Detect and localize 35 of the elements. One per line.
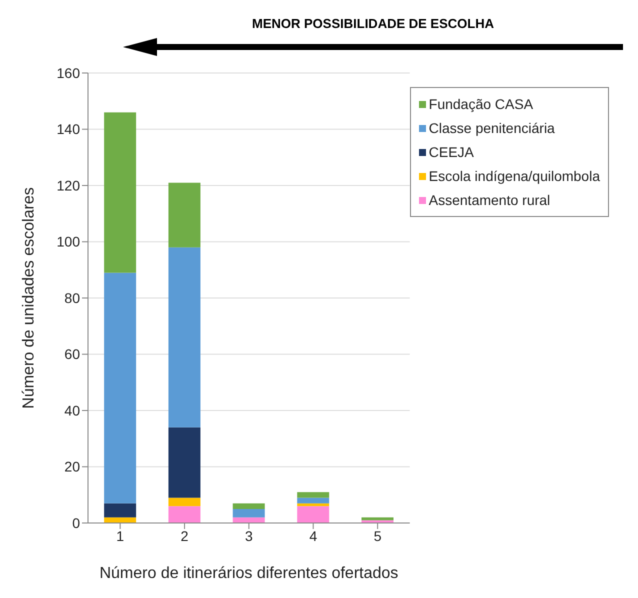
bar: [168, 247, 200, 428]
x-tick-label: 3: [244, 528, 253, 544]
legend-label: Escola indígena/quilombola: [428, 167, 600, 186]
y-tick-label: 80: [64, 290, 80, 306]
bar: [168, 506, 200, 523]
y-tick-label: 100: [56, 234, 80, 250]
legend-label: CEEJA: [428, 143, 475, 162]
legend-label: Assentamento rural: [428, 191, 552, 210]
y-tick-label: 40: [64, 402, 80, 418]
x-axis-title: Número de itinerários diferentes ofertados: [99, 565, 398, 582]
bar: [168, 182, 200, 248]
x-tick-label: 5: [374, 528, 382, 544]
bar: [297, 498, 330, 504]
bar: [104, 272, 136, 504]
y-tick-label: 20: [64, 458, 80, 475]
x-tick-label: 2: [180, 528, 189, 544]
bar: [104, 112, 136, 273]
bar: [297, 492, 330, 498]
bar: [104, 503, 136, 518]
y-tick-label: 0: [72, 514, 80, 531]
y-tick-label: 160: [56, 64, 80, 81]
x-tick-label: 1: [116, 528, 124, 544]
legend-label: Fundação CASA: [428, 95, 534, 114]
chart-title: MENOR POSSIBILIDADE DE ESCOLHA: [251, 16, 495, 31]
y-axis-title: Número de unidades escolares: [20, 187, 38, 409]
bar: [297, 506, 330, 523]
y-tick-label: 60: [64, 346, 80, 362]
bar: [232, 503, 265, 509]
bar: [168, 498, 200, 506]
bar: [168, 427, 200, 498]
x-tick-label: 4: [309, 528, 318, 544]
y-tick-label: 140: [56, 121, 80, 138]
bar: [232, 508, 265, 518]
y-tick-label: 120: [56, 177, 80, 194]
legend-label: Classe penitenciária: [428, 119, 556, 138]
